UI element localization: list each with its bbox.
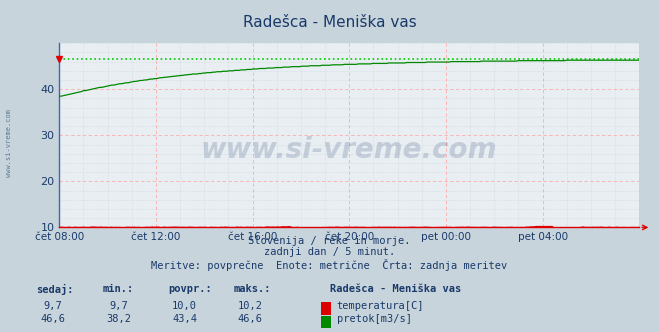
Text: pretok[m3/s]: pretok[m3/s] — [337, 314, 412, 324]
Text: www.si-vreme.com: www.si-vreme.com — [5, 109, 12, 177]
Text: www.si-vreme.com: www.si-vreme.com — [201, 136, 498, 164]
Text: 43,4: 43,4 — [172, 314, 197, 324]
Text: 46,6: 46,6 — [40, 314, 65, 324]
Text: zadnji dan / 5 minut.: zadnji dan / 5 minut. — [264, 247, 395, 257]
Text: temperatura[C]: temperatura[C] — [337, 301, 424, 311]
Text: Radešca - Meniška vas: Radešca - Meniška vas — [330, 284, 461, 294]
Text: 10,0: 10,0 — [172, 301, 197, 311]
Text: sedaj:: sedaj: — [36, 284, 74, 295]
Text: maks.:: maks.: — [234, 284, 272, 294]
Text: 9,7: 9,7 — [43, 301, 62, 311]
Text: 9,7: 9,7 — [109, 301, 128, 311]
Text: 38,2: 38,2 — [106, 314, 131, 324]
Text: min.:: min.: — [102, 284, 133, 294]
Text: 10,2: 10,2 — [238, 301, 263, 311]
Text: povpr.:: povpr.: — [168, 284, 212, 294]
Text: Meritve: povprečne  Enote: metrične  Črta: zadnja meritev: Meritve: povprečne Enote: metrične Črta:… — [152, 259, 507, 271]
Text: Radešca - Meniška vas: Radešca - Meniška vas — [243, 15, 416, 30]
Text: 46,6: 46,6 — [238, 314, 263, 324]
Text: Slovenija / reke in morje.: Slovenija / reke in morje. — [248, 236, 411, 246]
